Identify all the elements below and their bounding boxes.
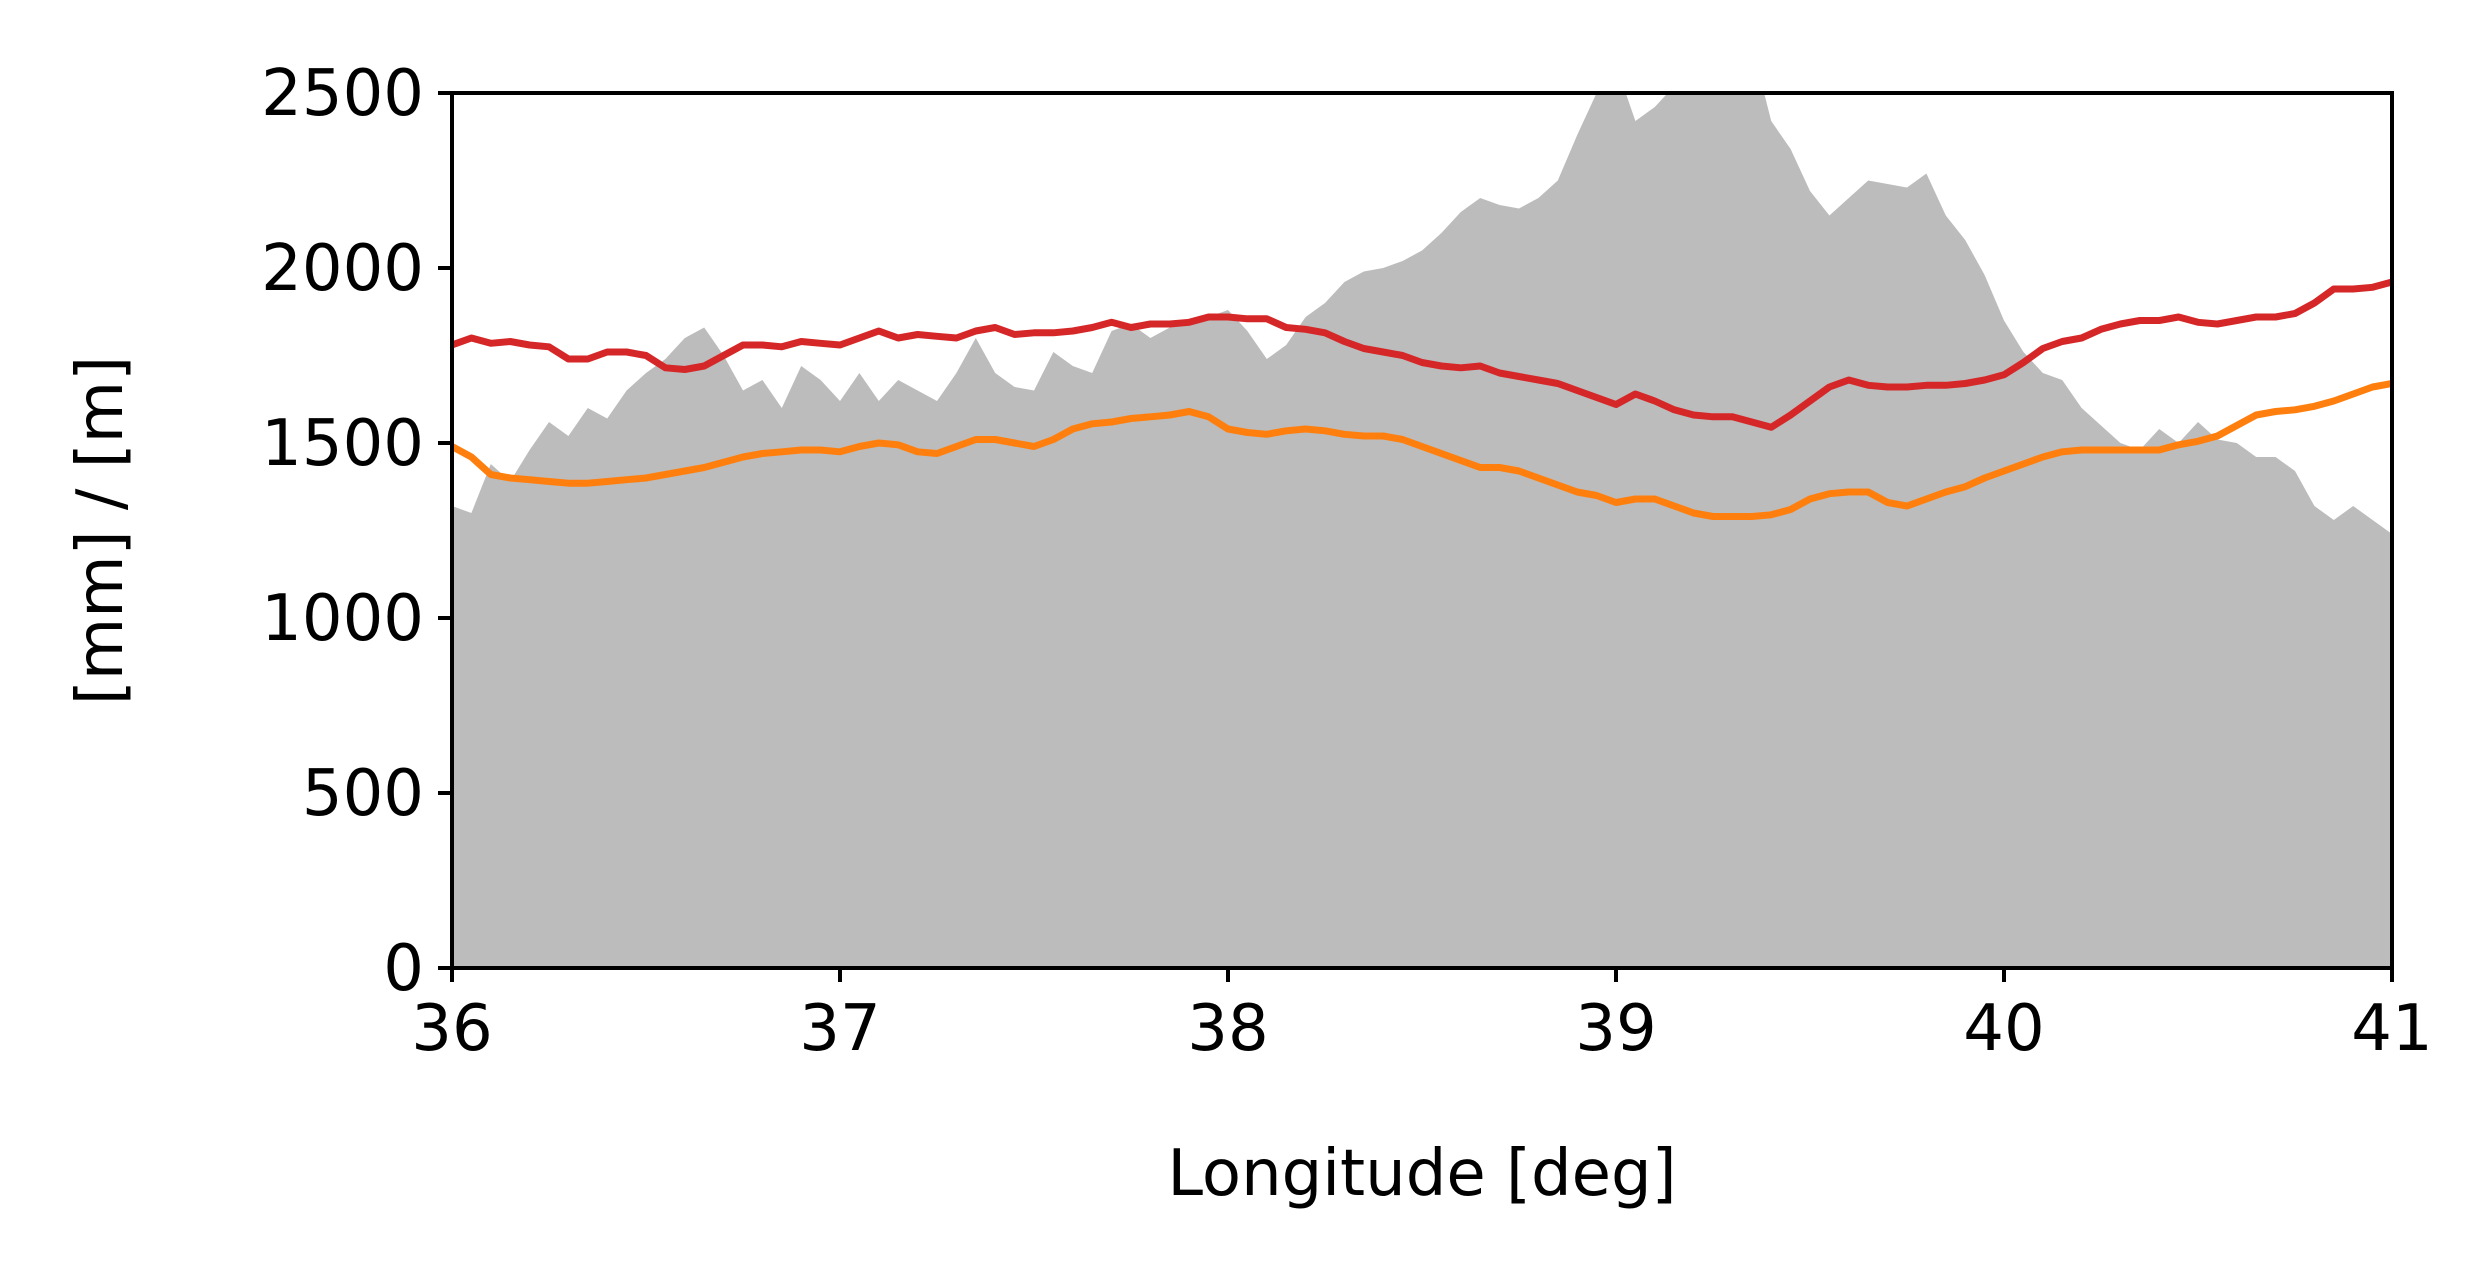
x-axis-label: Longitude [deg] xyxy=(1167,1137,1676,1211)
y-tick-label: 0 xyxy=(383,932,424,1006)
series-lines-layer xyxy=(452,278,2392,520)
y-tick-label: 1000 xyxy=(261,582,424,656)
plot-area xyxy=(452,93,2392,968)
axes-frame xyxy=(450,91,2394,970)
series-line-2 xyxy=(452,380,2392,520)
x-tick-label: 40 xyxy=(1963,992,2044,1066)
x-tick-label: 36 xyxy=(411,992,492,1066)
x-tick-label: 39 xyxy=(1575,992,1656,1066)
y-tick-label: 500 xyxy=(302,757,424,831)
x-tick-label: 41 xyxy=(2351,992,2432,1066)
terrain-area-layer xyxy=(452,93,2392,968)
y-tick-label: 1500 xyxy=(261,407,424,481)
y-tick-label: 2000 xyxy=(261,232,424,306)
y-axis: 0 500 1000 1500 2000 2500 xyxy=(261,57,452,1006)
y-axis-label: [mm] / [m] xyxy=(64,356,138,705)
series-line-1 xyxy=(452,278,2392,431)
x-tick-label: 37 xyxy=(799,992,880,1066)
x-axis: 36 37 38 39 40 41 xyxy=(411,968,2433,1066)
terrain-area xyxy=(452,93,2392,968)
y-tick-label: 2500 xyxy=(261,57,424,131)
x-tick-label: 38 xyxy=(1187,992,1268,1066)
